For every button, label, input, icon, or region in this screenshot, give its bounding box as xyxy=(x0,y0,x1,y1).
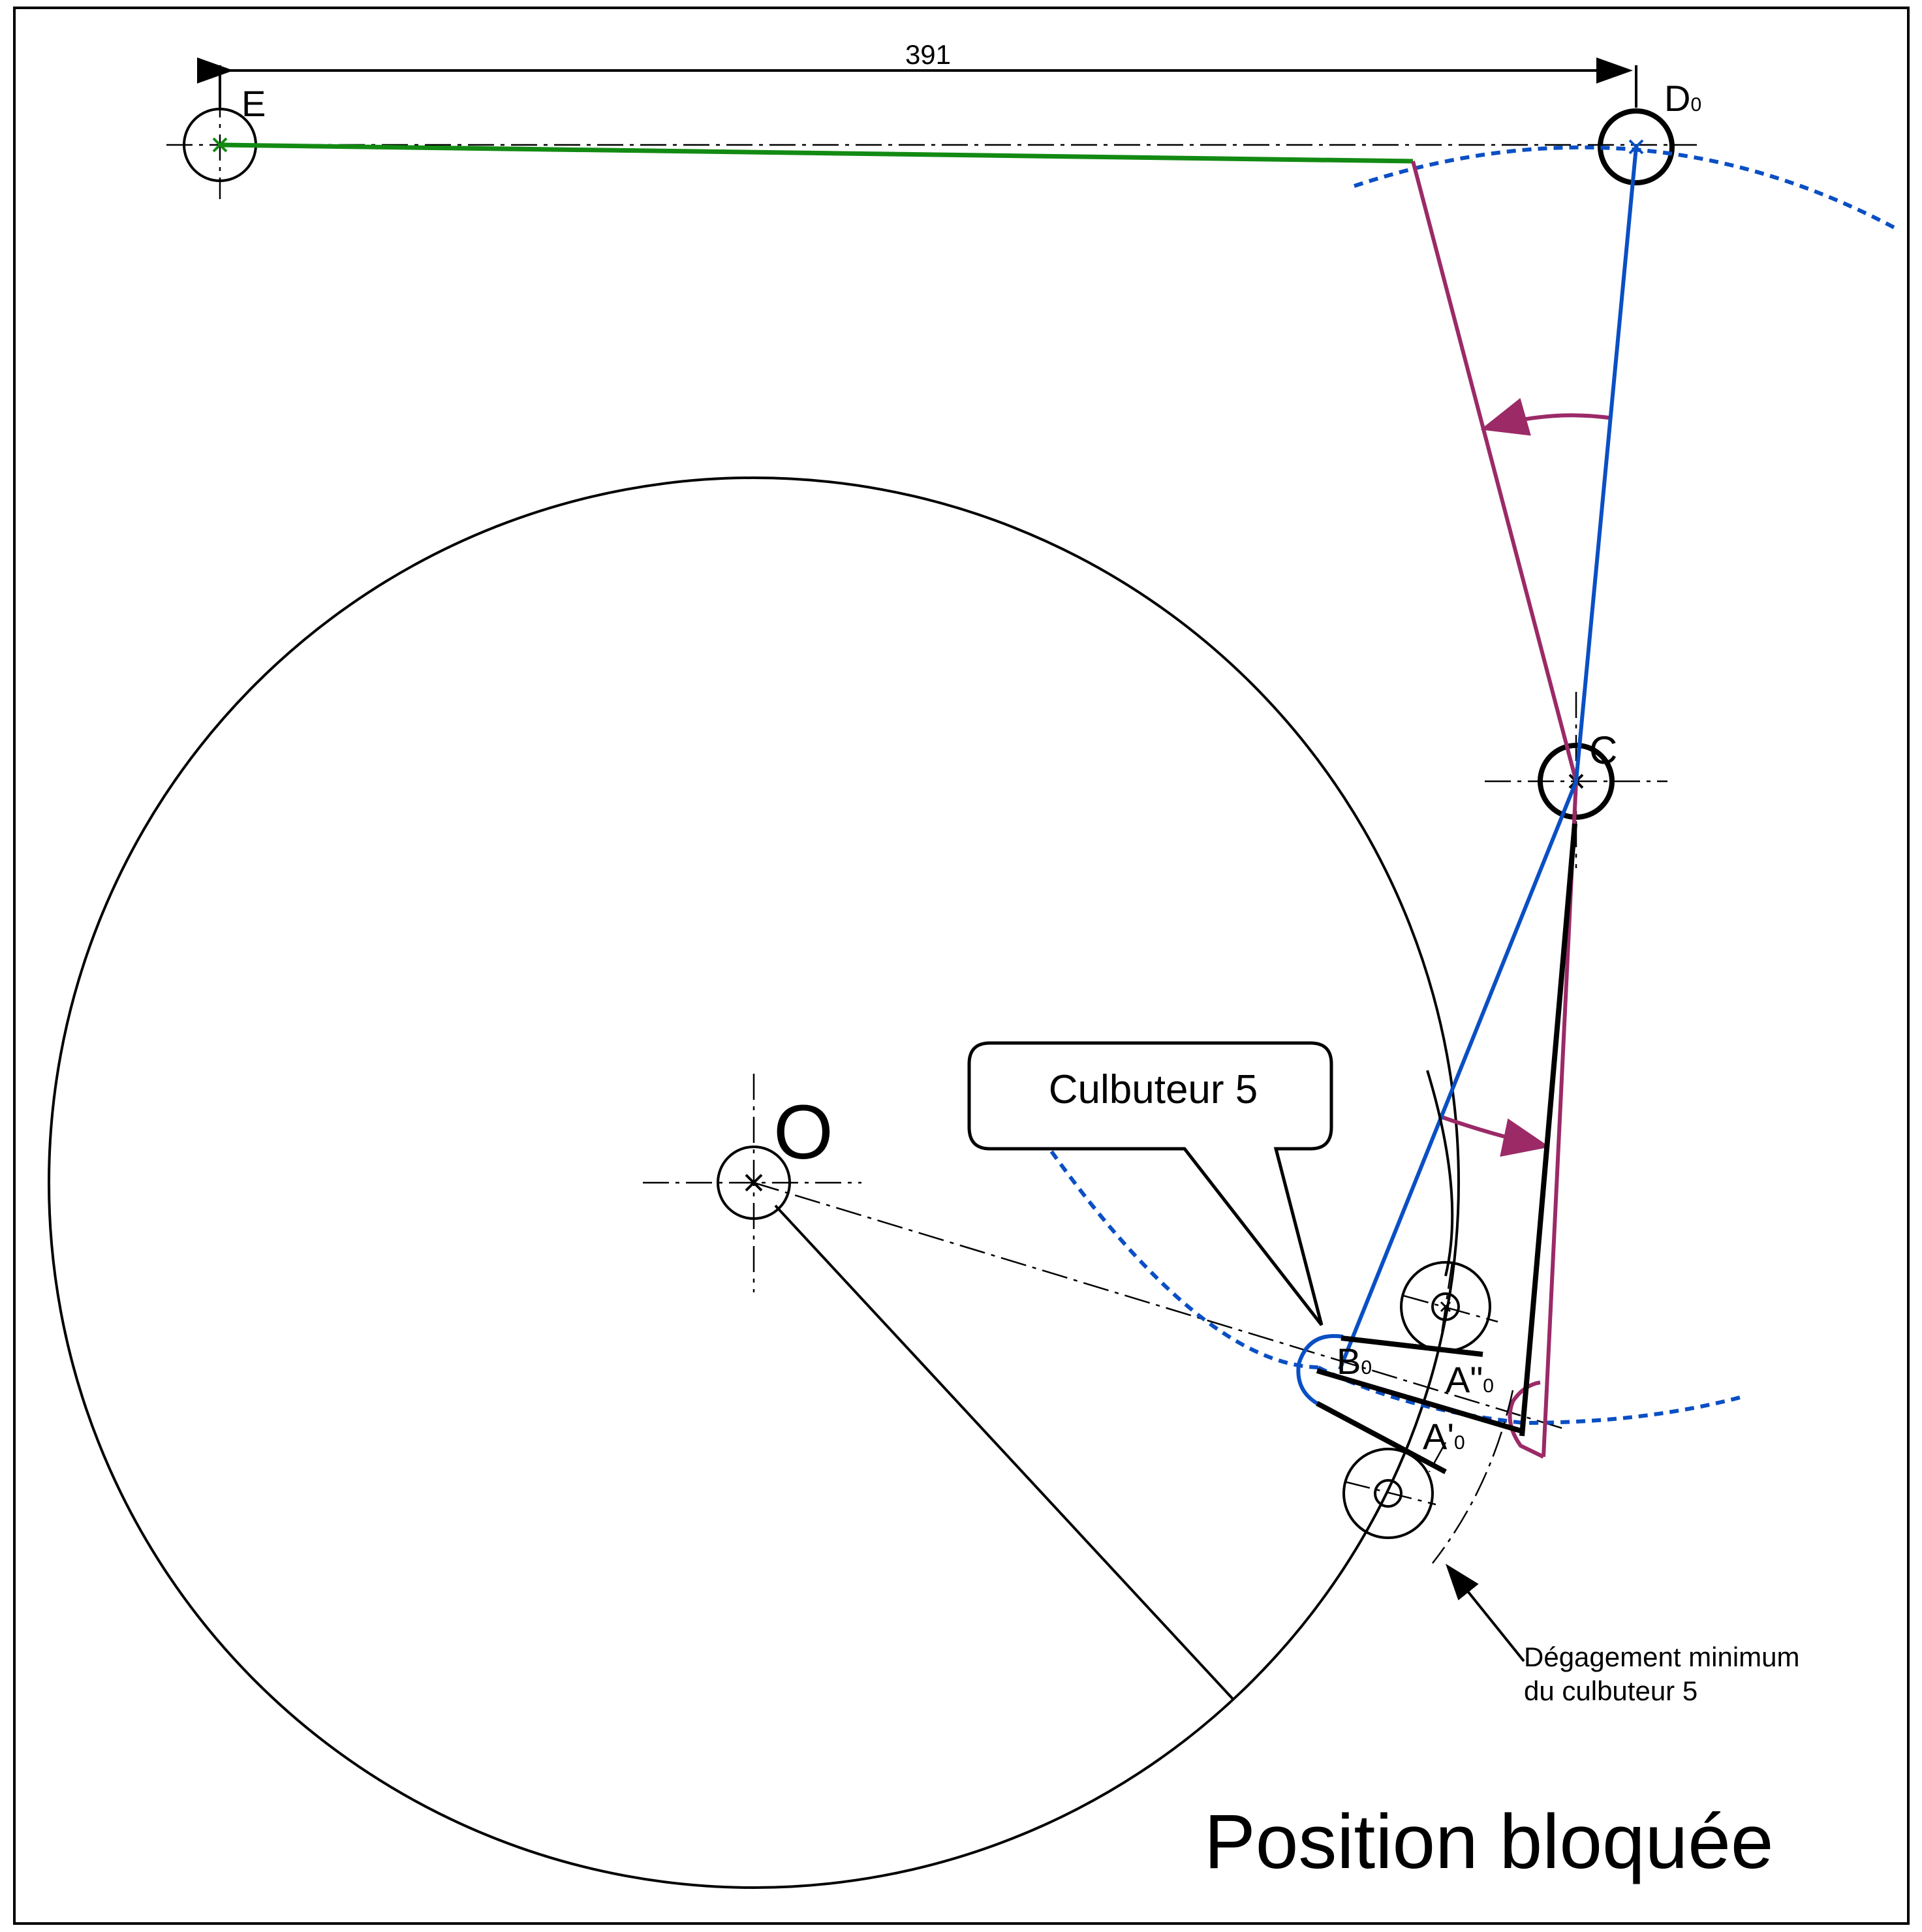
link-e-green xyxy=(219,142,1414,164)
label-b0: B0 xyxy=(1337,1341,1372,1382)
wheel-arc-right xyxy=(1426,1070,1454,1277)
label-d0: D0 xyxy=(1664,78,1701,119)
label-c: C xyxy=(1589,728,1617,772)
clearance-leader xyxy=(1445,1563,1525,1662)
center-line-o-b0 xyxy=(753,1181,1567,1431)
wheel-radius-line xyxy=(774,1204,1235,1701)
caption-position-bloquee: Position bloquée xyxy=(1204,1799,1774,1885)
rocker-arms xyxy=(1316,1335,1522,1474)
clearance-arc xyxy=(1432,1390,1514,1564)
pivot-o xyxy=(643,1074,861,1292)
frame-border xyxy=(13,7,1910,1925)
callout-label: Culbuteur 5 xyxy=(1049,1067,1258,1112)
large-wheel-circle xyxy=(48,476,1460,1889)
trajectory-arc-d0 xyxy=(1354,145,1897,230)
rocker-blue-link xyxy=(1296,146,1638,1405)
clearance-annotation: Dégagement minimum du culbuteur 5 xyxy=(1524,1642,1807,1706)
dimension-value: 391 xyxy=(905,39,951,70)
label-o: O xyxy=(773,1089,833,1176)
roller-a2 xyxy=(1400,1261,1498,1352)
link-c-bottom xyxy=(1519,823,1577,1437)
roller-a1 xyxy=(1342,1442,1447,1539)
dimension-391: 391 xyxy=(197,39,1637,108)
callout-culbuteur: Culbuteur 5 xyxy=(967,1041,1333,1326)
trajectory-arc-b0 xyxy=(1023,1112,1743,1426)
label-a1-0: A'0 xyxy=(1423,1416,1465,1457)
label-e: E xyxy=(241,83,266,124)
label-a2-0: A"0 xyxy=(1446,1359,1494,1400)
